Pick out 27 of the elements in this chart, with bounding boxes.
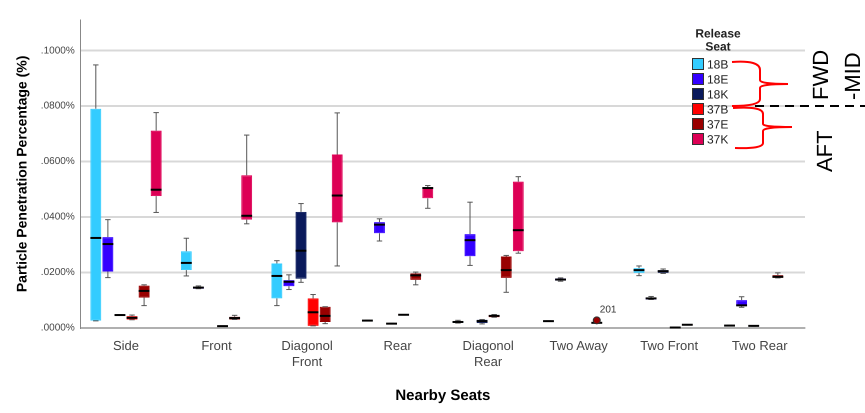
y-tick-label: .0800% [40,100,75,112]
legend-label: 37K [707,132,728,146]
x-tick-label: Two Rear [732,338,788,354]
legend-label: 37E [707,117,728,132]
y-tick-label: .0600% [40,156,75,168]
annotation: 201 [600,304,617,316]
x-tick-label: Two Away [550,338,608,354]
legend-label: 18E [707,72,728,86]
y-tick-label: .0200% [40,267,75,278]
x-tick-label: Rear [383,338,412,354]
legend-label: 37B [707,102,728,116]
y-tick-label: .0000% [40,322,75,334]
x-tick-label: Side [112,338,139,354]
x-tick-label: Two Front [640,338,698,354]
x-axis-title: Nearby Seats [395,387,490,404]
y-tick-label: .0400% [40,212,75,223]
legend-label: 18B [707,57,728,72]
y-tick-label: .1000% [40,45,75,56]
legend-label: 18K [707,87,728,102]
x-tick-label: Front [201,338,232,354]
x-tick-label: Diagonol Rear [462,338,514,369]
text: FWD [808,50,834,100]
text: AFT [812,130,838,172]
legend-title: Release Seat [695,26,742,54]
x-tick-label: Diagonol Front [281,338,333,369]
text: -MID [840,52,865,100]
y-axis-title: Particle Penetration Percentage (%) [13,56,30,292]
